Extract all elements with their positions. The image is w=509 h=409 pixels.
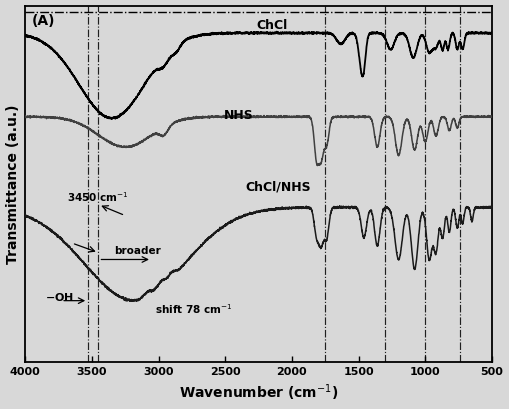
Y-axis label: Transmittance (a.u.): Transmittance (a.u.) bbox=[6, 104, 19, 264]
Text: broader: broader bbox=[115, 246, 161, 256]
Text: $\mathbf{-OH}$: $\mathbf{-OH}$ bbox=[45, 291, 74, 303]
Text: (A): (A) bbox=[32, 14, 55, 29]
Text: ChCl/NHS: ChCl/NHS bbox=[246, 181, 312, 194]
Text: NHS: NHS bbox=[223, 110, 253, 122]
Text: 3450 cm$^{-1}$: 3450 cm$^{-1}$ bbox=[67, 190, 128, 204]
Text: shift 78 cm$^{-1}$: shift 78 cm$^{-1}$ bbox=[155, 303, 232, 317]
Text: ChCl: ChCl bbox=[256, 19, 288, 32]
X-axis label: Wavenumber (cm$^{-1}$): Wavenumber (cm$^{-1}$) bbox=[179, 383, 338, 403]
